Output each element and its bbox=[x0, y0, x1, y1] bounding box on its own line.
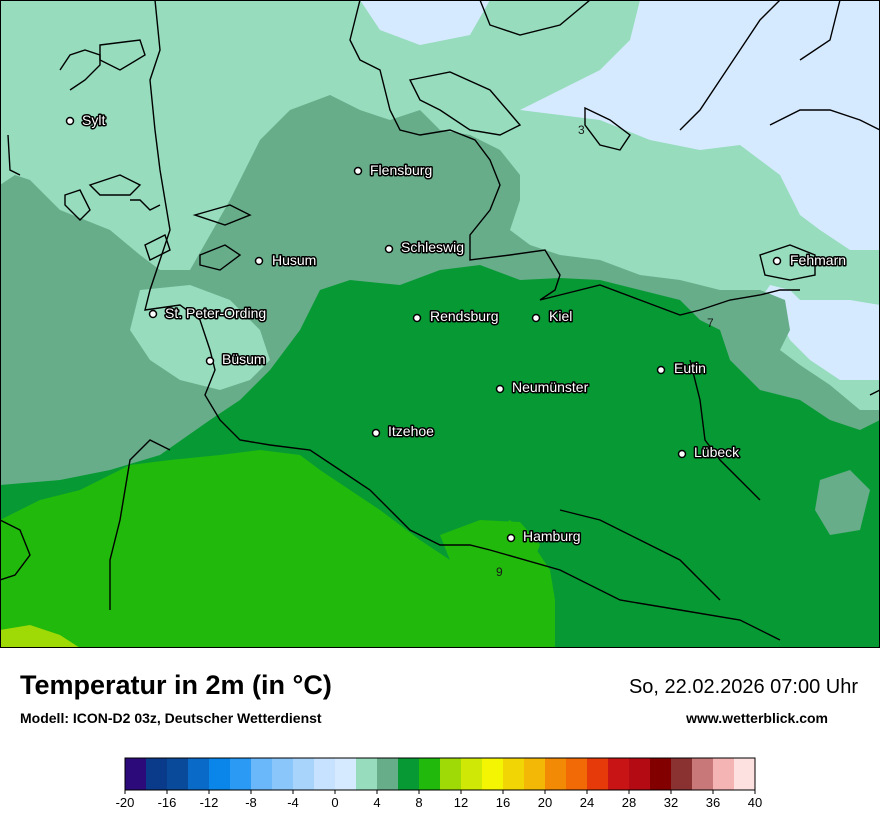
city-eutin: Eutin bbox=[656, 359, 707, 378]
city-label-st-peter-ording: St. Peter-Ording bbox=[165, 305, 266, 321]
legend-swatch bbox=[335, 758, 357, 790]
legend-tick-label: 8 bbox=[415, 795, 422, 810]
legend-swatch bbox=[629, 758, 651, 790]
legend-swatch bbox=[734, 758, 756, 790]
legend-swatch bbox=[188, 758, 210, 790]
website-link[interactable]: www.wetterblick.com bbox=[686, 710, 828, 726]
isoline-label-7: 7 bbox=[707, 316, 714, 330]
legend-tick-label: 16 bbox=[496, 795, 510, 810]
legend-tick-label: 20 bbox=[538, 795, 552, 810]
legend-swatch bbox=[356, 758, 378, 790]
city-markers: Sylt Flensburg Husum Schleswig Fehmarn S… bbox=[65, 111, 848, 546]
legend-swatch bbox=[503, 758, 525, 790]
legend-swatch bbox=[692, 758, 714, 790]
city-hamburg: Hamburg bbox=[506, 527, 582, 546]
legend-tick-label: -4 bbox=[287, 795, 299, 810]
isoline-label-3: 3 bbox=[578, 123, 585, 137]
legend-swatch bbox=[125, 758, 147, 790]
city-label-fehmarn: Fehmarn bbox=[790, 252, 846, 268]
city-label-husum: Husum bbox=[272, 252, 316, 268]
city-label-luebeck: Lübeck bbox=[694, 444, 740, 460]
legend-swatch bbox=[293, 758, 315, 790]
legend-tick-label: 32 bbox=[664, 795, 678, 810]
legend-swatch bbox=[146, 758, 168, 790]
city-label-sylt: Sylt bbox=[82, 112, 105, 128]
legend-swatch bbox=[398, 758, 420, 790]
temperature-map: 3 7 9 Sylt Flensburg Husum Schleswig Feh… bbox=[0, 0, 880, 648]
band-8-10 bbox=[0, 450, 555, 648]
legend-swatch bbox=[524, 758, 546, 790]
city-st-peter-ording: St. Peter-Ording bbox=[148, 304, 268, 323]
isoline-label-9: 9 bbox=[496, 565, 503, 579]
city-luebeck: Lübeck bbox=[677, 443, 742, 462]
city-label-eutin: Eutin bbox=[674, 360, 706, 376]
legend-tick-label: 36 bbox=[706, 795, 720, 810]
city-label-schleswig: Schleswig bbox=[401, 239, 464, 255]
legend-swatch bbox=[314, 758, 336, 790]
legend-swatch bbox=[545, 758, 567, 790]
coastlines bbox=[0, 0, 880, 641]
legend-tick-label: -16 bbox=[158, 795, 177, 810]
legend-tick-label: 24 bbox=[580, 795, 594, 810]
legend-swatch bbox=[461, 758, 483, 790]
city-kiel: Kiel bbox=[531, 307, 574, 326]
legend-swatch bbox=[272, 758, 294, 790]
legend-tick-label: 40 bbox=[748, 795, 762, 810]
color-legend-frame bbox=[124, 757, 756, 791]
color-legend: -20 -16 -12 -8 -4 0 4 8 12 16 20 24 28 32 36 40 bbox=[116, 757, 762, 810]
city-label-kiel: Kiel bbox=[549, 308, 572, 324]
legend-swatch bbox=[608, 758, 630, 790]
legend-swatch bbox=[209, 758, 231, 790]
legend-swatch bbox=[419, 758, 441, 790]
band-2-4-west bbox=[130, 285, 270, 390]
legend-tick-label: -8 bbox=[245, 795, 257, 810]
band-4-6-east bbox=[815, 470, 870, 535]
city-itzehoe: Itzehoe bbox=[371, 422, 436, 441]
legend-swatch bbox=[167, 758, 189, 790]
city-label-neumuenster: Neumünster bbox=[512, 379, 589, 395]
legend-tick-label: 12 bbox=[454, 795, 468, 810]
legend-swatch bbox=[650, 758, 672, 790]
legend-tick-label: -12 bbox=[200, 795, 219, 810]
legend-swatch bbox=[671, 758, 693, 790]
legend-swatch bbox=[713, 758, 735, 790]
footer: Temperatur in 2m (in °C) Modell: ICON-D2… bbox=[0, 648, 880, 830]
city-neumuenster: Neumünster bbox=[495, 378, 590, 397]
legend-swatch bbox=[587, 758, 609, 790]
legend-swatch bbox=[482, 758, 504, 790]
city-husum: Husum bbox=[254, 251, 318, 270]
legend-tick-label: 28 bbox=[622, 795, 636, 810]
legend-tick-label: 0 bbox=[331, 795, 338, 810]
legend-swatch bbox=[440, 758, 462, 790]
model-info: Modell: ICON-D2 03z, Deutscher Wetterdie… bbox=[20, 710, 322, 726]
band-10-12 bbox=[0, 625, 80, 648]
legend-swatch bbox=[251, 758, 273, 790]
city-label-rendsburg: Rendsburg bbox=[430, 308, 499, 324]
city-schleswig: Schleswig bbox=[384, 238, 466, 257]
city-fehmarn: Fehmarn bbox=[772, 251, 848, 270]
legend-swatch bbox=[377, 758, 399, 790]
legend-swatch bbox=[230, 758, 252, 790]
city-buesum: Büsum bbox=[205, 350, 267, 369]
city-label-itzehoe: Itzehoe bbox=[388, 423, 434, 439]
city-label-hamburg: Hamburg bbox=[523, 528, 581, 544]
city-label-flensburg: Flensburg bbox=[370, 162, 432, 178]
map-title: Temperatur in 2m (in °C) bbox=[20, 670, 332, 700]
city-sylt: Sylt bbox=[65, 111, 107, 130]
legend-tick-label: 4 bbox=[373, 795, 380, 810]
city-flensburg: Flensburg bbox=[353, 161, 434, 180]
legend-swatch bbox=[566, 758, 588, 790]
legend-tick-label: -20 bbox=[116, 795, 135, 810]
city-label-buesum: Büsum bbox=[222, 351, 266, 367]
forecast-datetime: So, 22.02.2026 07:00 Uhr bbox=[628, 676, 858, 698]
city-rendsburg: Rendsburg bbox=[412, 307, 500, 326]
